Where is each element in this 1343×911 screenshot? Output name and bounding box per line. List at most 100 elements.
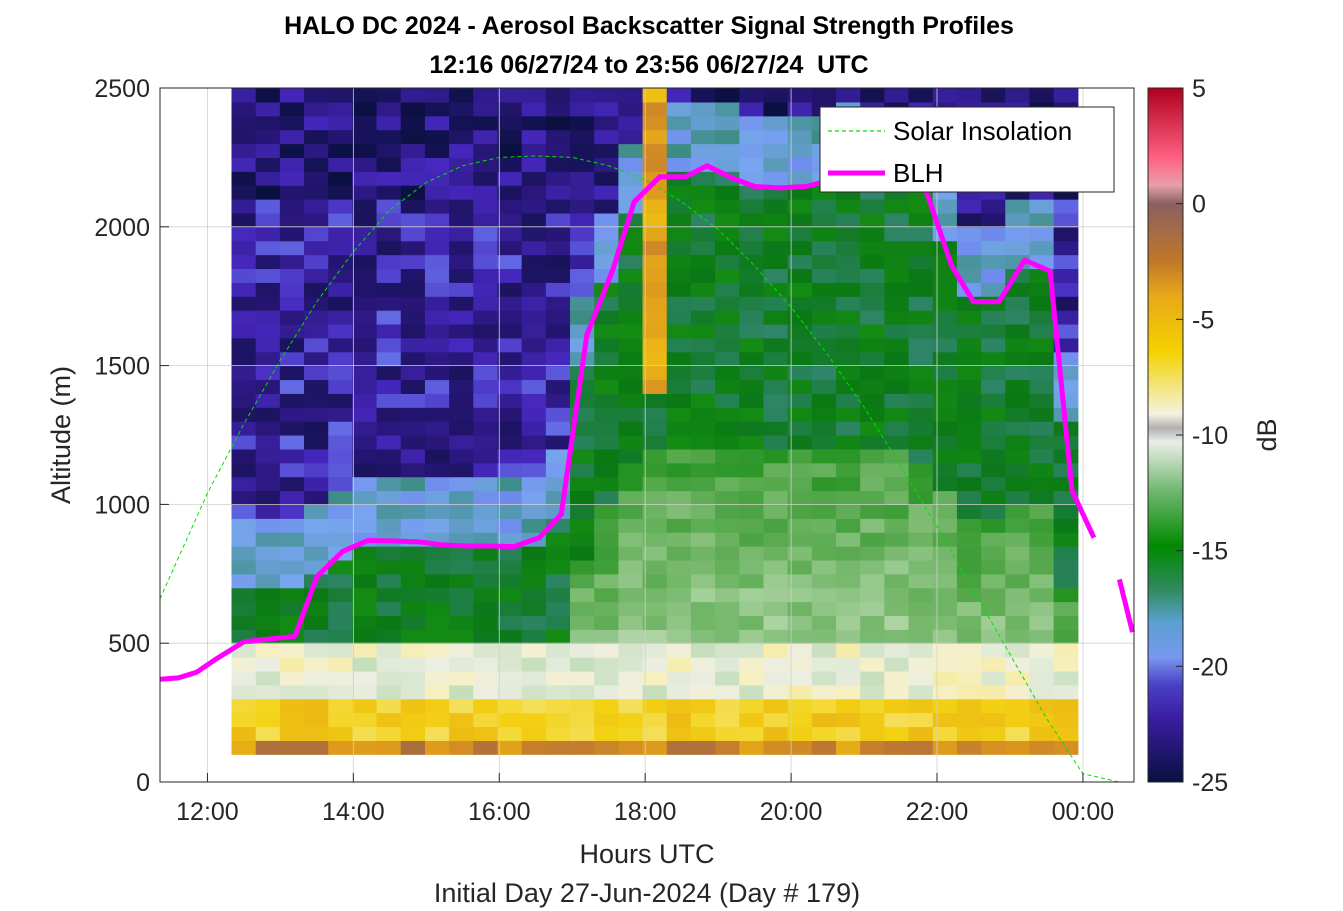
heatmap-cell (231, 143, 257, 158)
heatmap-cell (352, 546, 378, 561)
heatmap-cell (352, 129, 378, 145)
heatmap-cell (860, 740, 885, 755)
heatmap-cell (666, 518, 692, 533)
heatmap-cell (690, 490, 716, 505)
heatmap-cell (570, 726, 595, 741)
heatmap-cell (376, 212, 402, 228)
heatmap-cell (328, 601, 353, 617)
heatmap-cell (449, 240, 474, 256)
heatmap-cell (376, 129, 402, 145)
heatmap-cell (763, 435, 789, 450)
heatmap-cell (279, 670, 305, 686)
heatmap-cell (570, 129, 595, 145)
heatmap-cell (1029, 698, 1055, 714)
heatmap-cell (279, 88, 305, 103)
heatmap-cell (594, 476, 619, 492)
heatmap-cell (400, 268, 426, 283)
heatmap-cell (811, 407, 837, 422)
heatmap-cell (1029, 407, 1055, 422)
heatmap-cell (521, 101, 547, 117)
heatmap-cell (279, 504, 305, 519)
heatmap-cell (424, 296, 450, 311)
heatmap-cell (594, 518, 619, 533)
blh-line (159, 163, 1097, 682)
heatmap-cell (570, 601, 595, 617)
heatmap-cell (400, 643, 426, 658)
heatmap-cell (884, 296, 910, 311)
heatmap-cell (787, 240, 813, 256)
heatmap-cell (304, 323, 329, 339)
heatmap-cell (497, 698, 523, 714)
heatmap-cell (304, 546, 329, 561)
heatmap-cell (376, 587, 402, 603)
heatmap-cell (1029, 212, 1055, 228)
heatmap-cell (376, 462, 402, 478)
heatmap-cell (666, 421, 692, 436)
heatmap-cell (594, 129, 619, 145)
heatmap-cell (449, 559, 474, 575)
heatmap-cell (739, 462, 765, 478)
heatmap-cell (884, 435, 910, 450)
heatmap-cell (304, 157, 329, 172)
blh-series (159, 163, 1135, 682)
heatmap-cell (956, 684, 982, 700)
heatmap-cell (424, 310, 450, 325)
colorbar-label: dB (1252, 418, 1282, 451)
heatmap-cell (787, 448, 813, 464)
heatmap-cell (400, 726, 426, 741)
heatmap-cell (739, 684, 765, 700)
heatmap-cell (497, 546, 523, 561)
heatmap-cell (497, 129, 523, 145)
heatmap-cell (304, 240, 329, 256)
heatmap-cell (1029, 601, 1055, 617)
heatmap-cell (545, 185, 571, 200)
heatmap-cell (642, 351, 668, 367)
heatmap-cell (231, 462, 257, 478)
heatmap-cell (642, 282, 668, 297)
heatmap-cell (594, 629, 619, 644)
heatmap-cell (545, 310, 571, 325)
heatmap-cell (836, 698, 861, 714)
heatmap-cell (860, 601, 885, 617)
heatmap-cell (594, 379, 619, 394)
heatmap-cell (279, 573, 305, 589)
heatmap-cell (836, 587, 861, 603)
heatmap-cell (836, 435, 861, 450)
heatmap-cell (545, 101, 571, 117)
heatmap-cell (376, 490, 402, 505)
heatmap-cell (449, 601, 474, 617)
heatmap-cell (956, 199, 982, 214)
heatmap-cell (1005, 740, 1031, 755)
heatmap-cell (352, 171, 378, 186)
legend-box (819, 106, 1115, 193)
heatmap-cell (279, 407, 305, 422)
heatmap-cell (594, 143, 619, 158)
heatmap-cell (1053, 254, 1079, 270)
heatmap-cell (521, 504, 547, 519)
heatmap-cell (473, 712, 499, 728)
x-tick-label: 14:00 (322, 798, 385, 826)
heatmap-cell (328, 171, 353, 186)
heatmap-cell (884, 407, 910, 422)
heatmap-cell (1029, 546, 1055, 561)
heatmap-cell (642, 421, 668, 436)
heatmap-cell (352, 435, 378, 450)
heatmap-cell (231, 670, 257, 686)
heatmap-cell (884, 310, 910, 325)
heatmap-cell (255, 157, 281, 172)
heatmap-cell (1029, 310, 1055, 325)
heatmap-cell (304, 670, 329, 686)
heatmap-cell (304, 171, 329, 186)
heatmap-cell (932, 587, 958, 603)
heatmap-cell (304, 115, 329, 131)
heatmap-cell (860, 282, 885, 297)
x-axis-label: Hours UTC (579, 839, 714, 869)
heatmap-cell (255, 115, 281, 131)
heatmap-cell (352, 379, 378, 394)
heatmap-cell (739, 268, 765, 283)
heatmap-cell (231, 379, 257, 394)
heatmap-cell (400, 240, 426, 256)
heatmap-cell (836, 448, 861, 464)
heatmap-cell (666, 712, 692, 728)
